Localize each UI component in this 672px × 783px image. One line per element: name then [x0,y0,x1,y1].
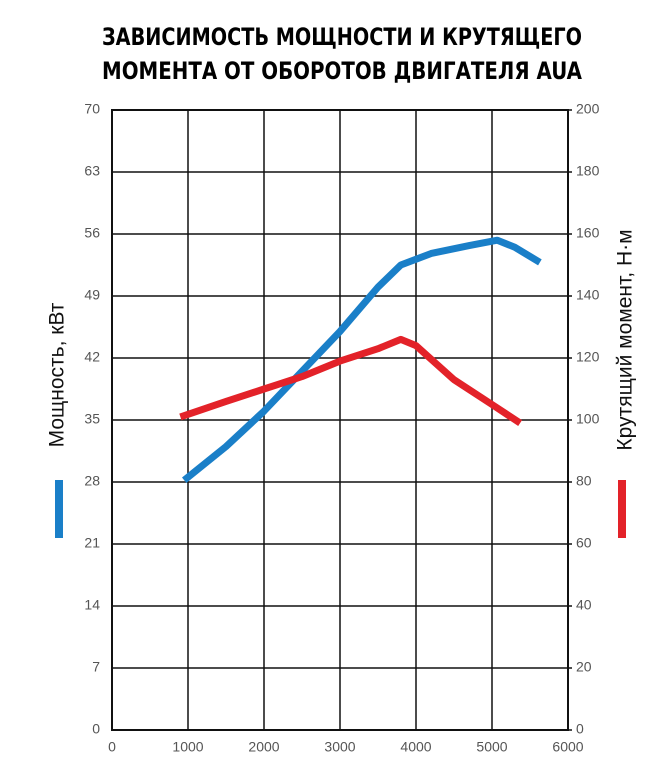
y2-axis-label: Крутящий момент, Н·м [614,229,637,450]
y2-tick-label: 160 [576,225,600,241]
y-axis-label: Мощность, кВт [46,302,69,447]
y2-tick-label: 80 [576,473,592,489]
x-tick-label: 6000 [552,739,583,755]
y-tick-label: 14 [84,597,100,613]
y2-tick-label: 40 [576,597,592,613]
x-tick-label: 5000 [476,739,507,755]
data-line [182,236,542,483]
y2-tick-label: 100 [576,411,600,427]
y-tick-label: 56 [84,225,100,241]
y-tick-label: 21 [84,535,100,551]
y2-tick-label: 20 [576,659,592,675]
y-tick-label: 49 [84,287,100,303]
chart-title: ЗАВИСИМОСТЬ МОЩНОСТИ И КРУТЯЩЕГО [102,23,582,51]
y-tick-label: 7 [92,659,100,675]
y2-tick-label: 120 [576,349,600,365]
y2-tick-label: 0 [576,721,584,737]
y-tick-label: 70 [84,101,100,117]
y2-tick-label: 180 [576,163,600,179]
y-tick-label: 35 [84,411,100,427]
legend-key [618,480,626,538]
x-tick-label: 2000 [248,739,279,755]
y2-tick-label: 200 [576,101,600,117]
plot-frame [111,109,569,731]
chart-title: МОМЕНТА ОТ ОБОРОТОВ ДВИГАТЕЛЯ AUA [102,57,582,85]
y-tick-label: 42 [84,349,100,365]
y2-tick-label: 60 [576,535,592,551]
y-tick-label: 63 [84,163,100,179]
y2-tick-label: 140 [576,287,600,303]
x-tick-label: 4000 [400,739,431,755]
y-tick-label: 28 [84,473,100,489]
data-line [179,335,523,427]
y-tick-label: 0 [92,721,100,737]
x-tick-label: 3000 [324,739,355,755]
legend-key [55,480,63,538]
x-tick-label: 0 [108,739,116,755]
x-tick-label: 1000 [172,739,203,755]
